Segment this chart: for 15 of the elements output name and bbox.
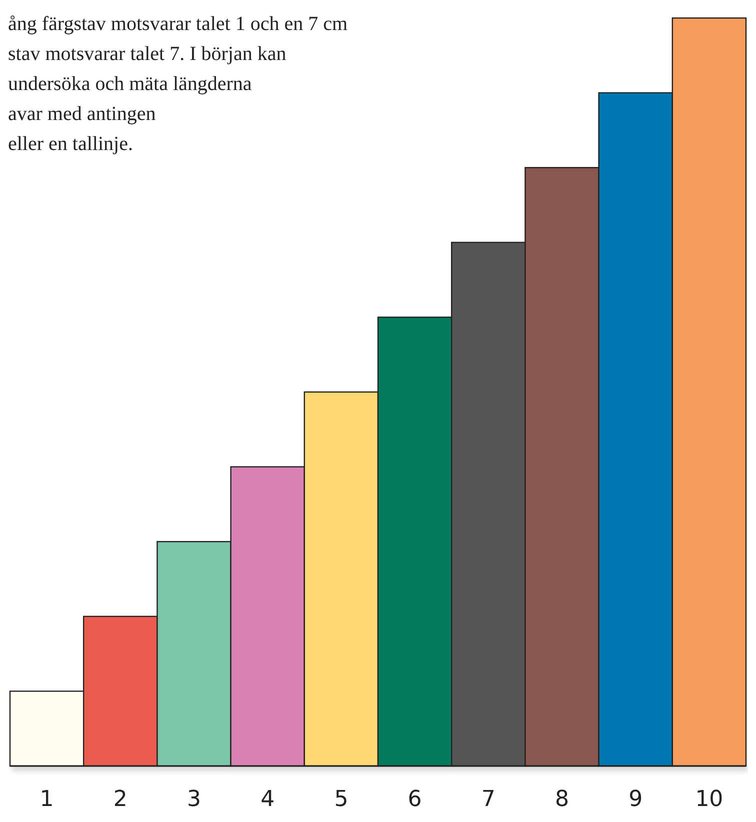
x-tick-label: 3 xyxy=(187,787,201,812)
x-tick-label: 5 xyxy=(334,787,348,812)
x-tick-label: 1 xyxy=(40,787,54,812)
annotation: ång färgstav motsvarar talet 1 och en 7 cm xyxy=(8,13,348,35)
x-tick-label: 4 xyxy=(260,787,275,812)
x-tick-label: 7 xyxy=(481,787,496,812)
annotation: avar med antingen xyxy=(8,103,156,125)
annotation: eller en tallinje. xyxy=(8,133,133,155)
annotation: undersöka och mäta längderna xyxy=(8,73,252,95)
annotation: stav motsvarar talet 7. I början kan xyxy=(8,43,286,65)
x-tick-label: 2 xyxy=(113,787,128,812)
x-tick-label: 9 xyxy=(628,787,643,812)
x-tick-label: 6 xyxy=(408,787,422,812)
x-tick-label: 10 xyxy=(695,787,724,812)
x-tick-label: 8 xyxy=(555,787,569,812)
